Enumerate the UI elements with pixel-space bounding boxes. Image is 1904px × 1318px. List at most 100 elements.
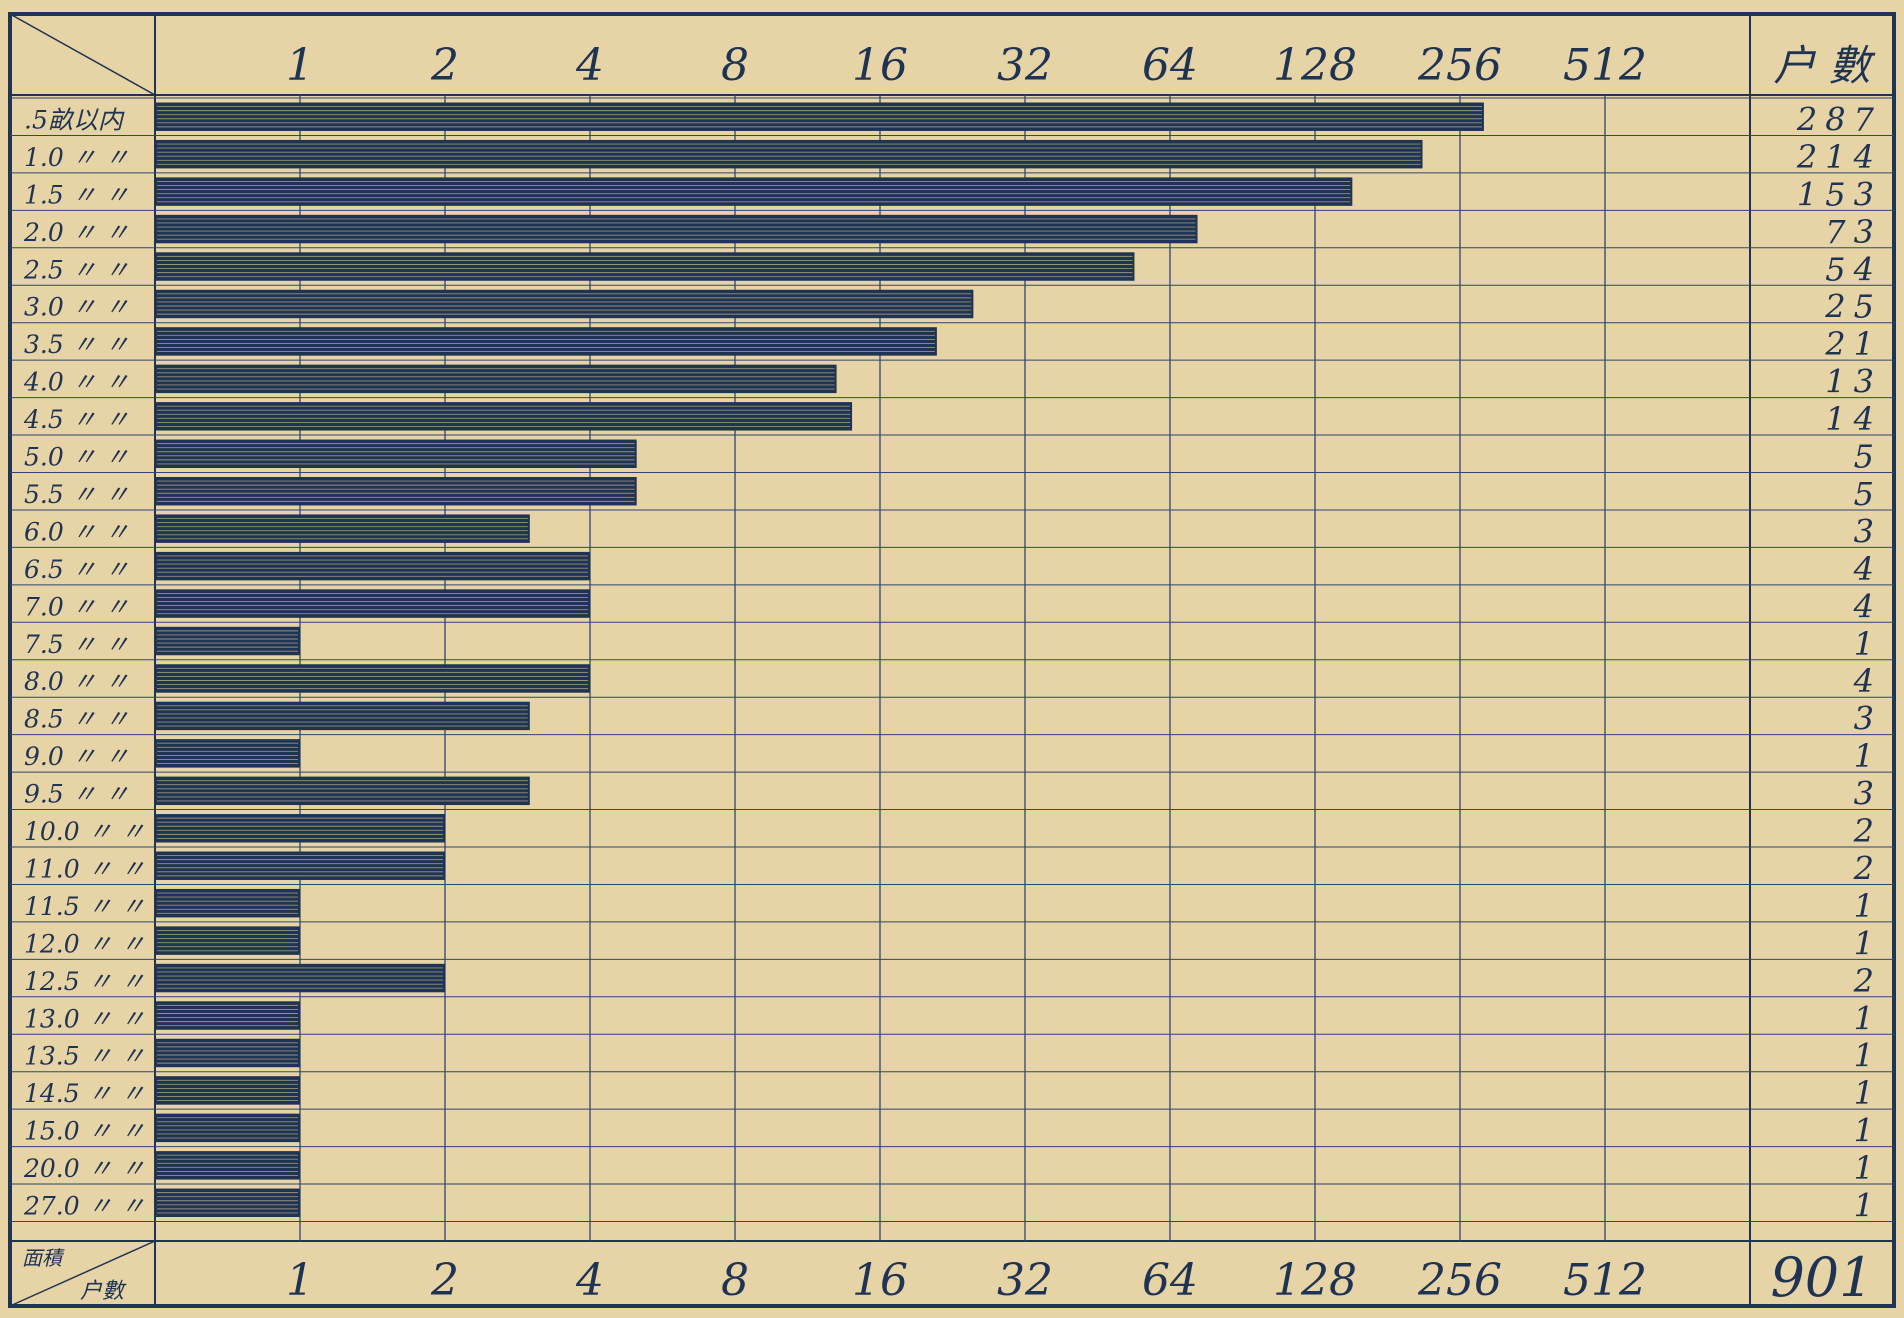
category-label: 12.0 〃 〃 bbox=[24, 929, 146, 958]
count-value: 2 bbox=[1853, 849, 1882, 887]
bar bbox=[155, 439, 637, 468]
bar bbox=[155, 139, 1423, 169]
corner-diagonal-top bbox=[9, 13, 156, 96]
bar bbox=[155, 701, 530, 731]
category-label: 1.5 〃 〃 bbox=[24, 180, 130, 209]
tick-label-bottom: 1 bbox=[286, 1255, 314, 1306]
bar bbox=[155, 664, 590, 693]
count-value: 54 bbox=[1825, 250, 1882, 288]
tick-label-bottom: 32 bbox=[997, 1255, 1053, 1306]
category-label: 3.5 〃 〃 bbox=[24, 330, 130, 359]
bar bbox=[155, 327, 937, 356]
category-label: 5.5 〃 〃 bbox=[24, 480, 130, 509]
count-value: 1 bbox=[1854, 1074, 1882, 1112]
bar bbox=[155, 739, 300, 768]
bar bbox=[155, 1151, 300, 1180]
category-label: 4.5 〃 〃 bbox=[23, 405, 130, 434]
bar bbox=[155, 776, 530, 806]
category-label: 13.0 〃 〃 bbox=[24, 1004, 146, 1033]
count-value: 21 bbox=[1824, 325, 1882, 363]
bar bbox=[155, 402, 853, 431]
tick-label-top: 8 bbox=[721, 40, 749, 91]
count-value: 1 bbox=[1854, 999, 1882, 1037]
count-value: 2 bbox=[1853, 962, 1882, 1000]
count-value: 4 bbox=[1853, 550, 1882, 588]
count-value: 25 bbox=[1824, 288, 1882, 326]
bar bbox=[155, 1001, 300, 1030]
category-label: 7.5 〃 〃 bbox=[24, 630, 130, 659]
bar bbox=[155, 252, 1135, 281]
count-value: 3 bbox=[1854, 700, 1882, 738]
tick-label-top: 4 bbox=[575, 40, 604, 91]
category-label: 15.0 〃 〃 bbox=[24, 1117, 146, 1146]
category-label: 9.0 〃 〃 bbox=[24, 742, 130, 771]
count-value: 3 bbox=[1854, 512, 1882, 550]
category-label: 20.0 〃 〃 bbox=[23, 1154, 146, 1183]
tick-label-bottom: 2 bbox=[430, 1255, 459, 1306]
count-header: 户 數 bbox=[1773, 41, 1875, 90]
count-value: 1 bbox=[1854, 1149, 1882, 1187]
tick-label-top: 2 bbox=[430, 40, 459, 91]
category-label: 11.0 〃 〃 bbox=[24, 854, 146, 883]
bar bbox=[155, 1038, 300, 1068]
count-value: 214 bbox=[1796, 138, 1882, 176]
category-label: 14.5 〃 〃 bbox=[24, 1079, 146, 1108]
count-value: 153 bbox=[1797, 175, 1882, 213]
bar bbox=[155, 514, 530, 543]
category-label: 8.0 〃 〃 bbox=[24, 667, 130, 696]
count-value: 4 bbox=[1853, 662, 1882, 700]
bar bbox=[155, 551, 590, 581]
tick-label-bottom: 4 bbox=[575, 1255, 604, 1306]
category-label: 3.0 〃 〃 bbox=[24, 293, 130, 322]
category-label: 1.0 〃 〃 bbox=[24, 143, 130, 172]
tick-label-top: 16 bbox=[852, 40, 908, 91]
count-value: 1 bbox=[1854, 924, 1882, 962]
bar bbox=[155, 589, 590, 618]
category-label: 2.0 〃 〃 bbox=[23, 218, 130, 247]
category-label: 6.0 〃 〃 bbox=[24, 517, 130, 546]
category-label: 2.5 〃 〃 bbox=[23, 255, 130, 284]
tick-label-top: 128 bbox=[1273, 40, 1357, 91]
bar bbox=[155, 214, 1198, 244]
bar bbox=[155, 888, 300, 918]
count-value: 14 bbox=[1825, 400, 1882, 438]
count-value: 2 bbox=[1853, 812, 1882, 850]
count-value: 1 bbox=[1854, 625, 1882, 663]
category-label: 7.0 〃 〃 bbox=[24, 592, 130, 621]
category-label: 5.0 〃 〃 bbox=[24, 443, 130, 472]
category-label: 27.0 〃 〃 bbox=[23, 1192, 146, 1221]
count-value: 5 bbox=[1854, 475, 1882, 513]
bar bbox=[155, 926, 300, 955]
count-value: 1 bbox=[1854, 1037, 1882, 1075]
tick-label-bottom: 64 bbox=[1142, 1255, 1198, 1306]
tick-label-top: 64 bbox=[1142, 40, 1198, 91]
category-label: 9.5 〃 〃 bbox=[24, 780, 130, 809]
category-label: .5畝以内 bbox=[24, 105, 125, 134]
count-value: 13 bbox=[1825, 363, 1882, 401]
count-value: 73 bbox=[1825, 213, 1882, 251]
tick-label-top: 1 bbox=[286, 40, 314, 91]
bar bbox=[155, 477, 637, 506]
count-value: 1 bbox=[1854, 1187, 1882, 1225]
bar bbox=[155, 289, 974, 319]
count-value: 4 bbox=[1853, 587, 1882, 625]
corner-label-area: 面積 bbox=[22, 1246, 65, 1270]
tick-label-bottom: 512 bbox=[1563, 1255, 1647, 1306]
category-label: 13.5 〃 〃 bbox=[24, 1042, 146, 1071]
corner-label-households: 户數 bbox=[80, 1279, 127, 1304]
tick-label-bottom: 8 bbox=[721, 1255, 749, 1306]
bar bbox=[155, 364, 837, 394]
category-label: 4.0 〃 〃 bbox=[23, 368, 130, 397]
category-label: 11.5 〃 〃 bbox=[24, 892, 146, 921]
bar bbox=[155, 851, 445, 880]
bar bbox=[155, 963, 445, 993]
count-value: 1 bbox=[1854, 737, 1882, 775]
corner-diagonal-bottom bbox=[9, 1240, 156, 1307]
count-value: 5 bbox=[1854, 438, 1882, 476]
count-value: 287 bbox=[1796, 100, 1882, 138]
tick-label-bottom: 128 bbox=[1273, 1255, 1357, 1306]
bar bbox=[155, 626, 300, 656]
category-label: 10.0 〃 〃 bbox=[24, 817, 146, 846]
